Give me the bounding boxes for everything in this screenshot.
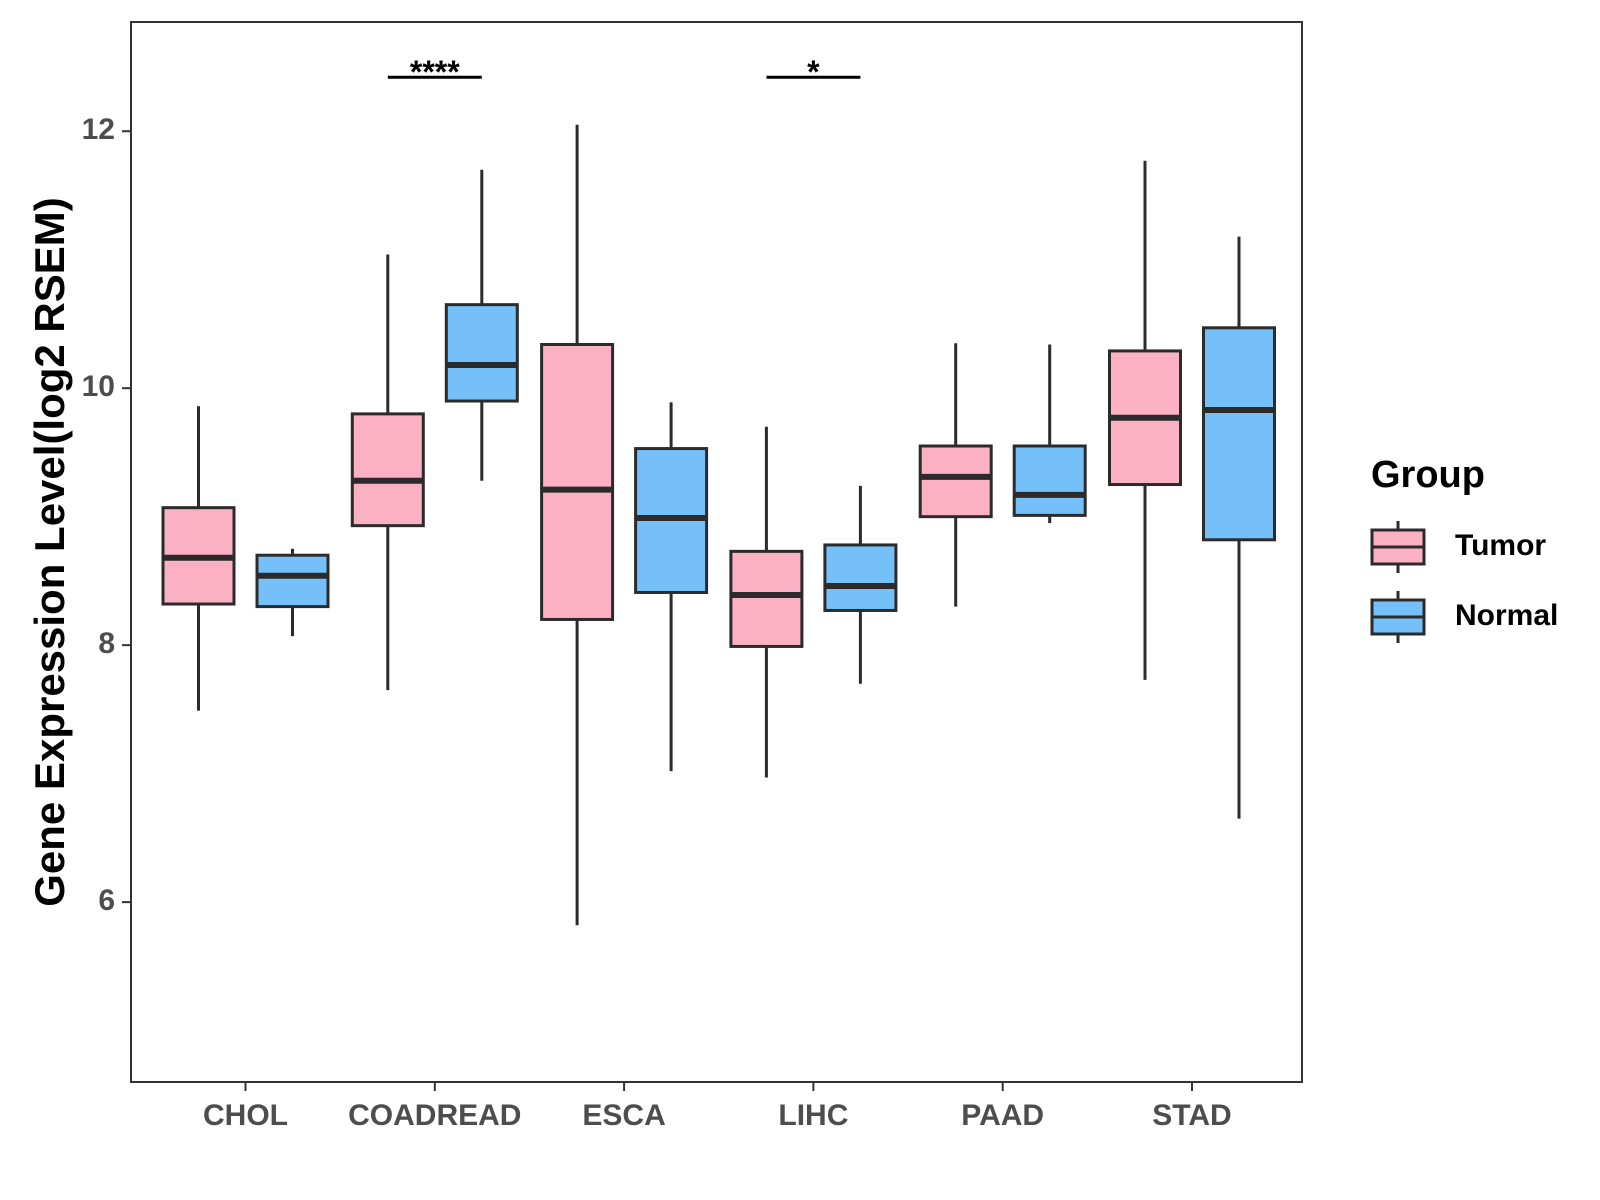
box-tumor-coadread <box>350 254 425 691</box>
y-tick-label: 8 <box>98 627 115 660</box>
box-body <box>540 342 615 621</box>
significance-coadread: **** <box>387 54 482 90</box>
plot-area: **** * <box>161 54 1276 926</box>
box-body <box>350 412 425 528</box>
box-body <box>1012 444 1087 517</box>
y-axis-title: Gene Expression Level(log2 RSEM) <box>26 197 73 907</box>
box-normal-esca <box>634 402 709 772</box>
legend-title: Group <box>1371 454 1485 496</box>
box-tumor-chol <box>161 406 236 711</box>
box-body <box>823 543 898 612</box>
legend: Group Tumor Normal <box>1370 454 1558 643</box>
x-tick-label: STAD <box>1152 1099 1231 1132</box>
box-tumor-paad <box>918 343 993 607</box>
legend-item-tumor: Tumor <box>1370 521 1546 573</box>
x-tick-label: CHOL <box>203 1099 288 1132</box>
box-tumor-lihc <box>729 426 804 778</box>
box-normal-coadread <box>444 169 519 481</box>
x-axis: CHOL COADREAD ESCA LIHC PAAD STAD <box>203 1082 1232 1132</box>
y-tick-label: 10 <box>82 370 115 403</box>
panel-border <box>130 21 1303 1083</box>
y-axis: 6 8 10 12 <box>82 113 131 917</box>
x-tick-label: COADREAD <box>348 1099 521 1132</box>
legend-label: Tumor <box>1455 529 1546 562</box>
box-normal-paad <box>1012 344 1087 524</box>
x-tick-label: PAAD <box>961 1099 1044 1132</box>
significance-label: **** <box>410 54 460 90</box>
significance-lihc: * <box>766 54 861 90</box>
x-tick-label: ESCA <box>582 1099 665 1132</box>
box-body <box>918 444 993 519</box>
legend-item-normal: Normal <box>1370 591 1558 643</box>
x-tick-label: LIHC <box>778 1099 848 1132</box>
box-normal-lihc <box>823 485 898 684</box>
significance-label: * <box>807 54 820 90</box>
box-body <box>1202 326 1276 542</box>
y-tick-label: 12 <box>82 113 115 146</box>
box-body <box>444 303 519 403</box>
y-tick-label: 6 <box>98 884 115 917</box>
box-normal-stad <box>1202 236 1276 819</box>
box-body <box>729 549 804 648</box>
box-body <box>255 553 330 609</box>
box-tumor-stad <box>1108 160 1182 680</box>
box-tumor-esca <box>540 124 615 926</box>
box-normal-chol <box>255 548 330 637</box>
legend-label: Normal <box>1455 599 1558 632</box>
